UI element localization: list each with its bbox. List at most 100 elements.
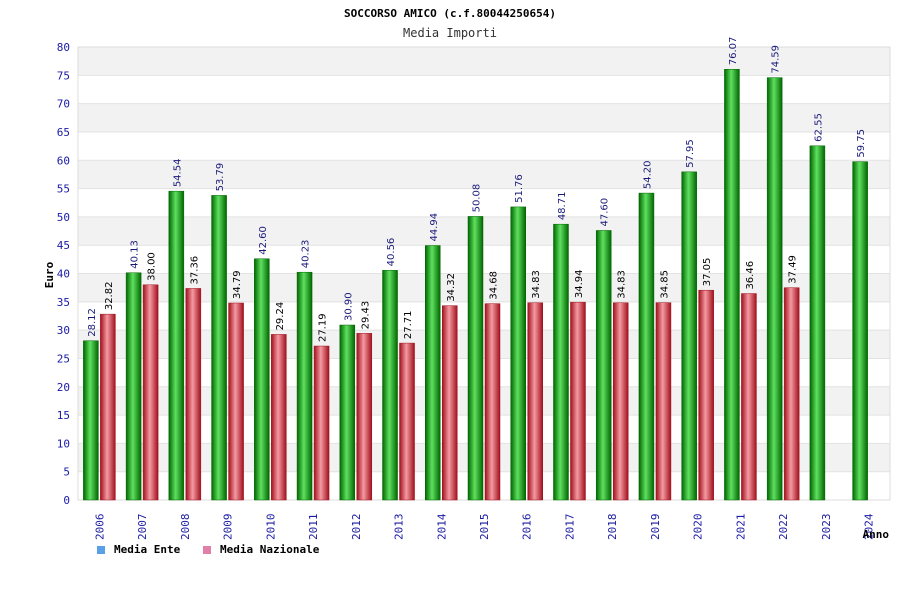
x-tick-label-2015: 2015 [478,514,491,541]
chart-subtitle: Media Importi [403,26,497,40]
bar-media-nazionale-2008 [185,288,202,501]
data-label-media-ente-2022: 74.59 [771,45,782,74]
bar-media-ente-2018 [595,230,612,501]
bar-media-nazionale-2018 [612,302,629,501]
x-tick-label-2006: 2006 [93,514,106,541]
bar-media-ente-2019 [638,192,655,501]
x-tick-label-2008: 2008 [179,514,192,541]
bar-media-ente-2022 [766,77,783,501]
data-label-media-ente-2010: 42.60 [258,226,269,255]
data-label-media-ente-2008: 54.54 [172,159,183,188]
bar-media-nazionale-2013 [399,342,415,501]
data-label-media-nazionale-2009: 34.79 [232,270,243,299]
data-label-media-nazionale-2015: 34.68 [489,271,500,300]
y-tick-label: 35 [57,296,70,309]
data-label-media-ente-2009: 53.79 [215,163,226,192]
bar-media-nazionale-2019 [655,302,672,501]
y-tick-label: 80 [57,41,70,54]
bar-media-nazionale-2009 [228,302,244,501]
y-tick-label: 45 [57,239,70,252]
bar-media-nazionale-2006 [100,313,116,501]
y-axis-ticks: 0 5 10 15 20 25 30 35 40 45 50 55 60 65 70 75 80 [57,41,70,507]
bar-media-ente-2012 [339,324,356,501]
y-tick-label: 0 [63,494,70,507]
bar-media-ente-2011 [296,271,313,501]
data-label-media-ente-2019: 54.20 [642,160,653,189]
legend-swatch-media-nazionale [203,546,211,554]
y-tick-label: 25 [57,352,70,365]
y-tick-label: 5 [63,466,70,479]
bar-media-ente-2013 [382,270,398,501]
data-label-media-nazionale-2022: 37.49 [788,255,799,284]
grid-band [78,47,890,76]
data-label-media-ente-2017: 48.71 [557,192,568,221]
y-tick-label: 10 [57,437,70,450]
y-tick-label: 70 [57,98,70,111]
y-tick-label: 75 [57,69,70,82]
y-tick-label: 40 [57,268,70,281]
y-tick-label: 65 [57,126,70,139]
bar-media-ente-2024 [852,161,868,501]
data-label-media-ente-2016: 51.76 [514,174,525,203]
bar-media-nazionale-2007 [142,284,159,501]
data-label-media-ente-2007: 40.13 [130,240,141,269]
data-label-media-nazionale-2012: 29.43 [360,301,371,330]
x-tick-label-2019: 2019 [649,514,662,541]
data-label-media-ente-2013: 40.56 [386,238,397,267]
bar-media-ente-2015 [467,216,484,501]
y-tick-label: 50 [57,211,70,224]
data-label-media-nazionale-2008: 37.36 [189,256,200,285]
x-tick-label-2009: 2009 [222,514,235,541]
x-tick-label-2010: 2010 [264,514,277,541]
bar-media-ente-2016 [510,206,526,501]
data-label-media-ente-2024: 59.75 [856,129,867,158]
data-label-media-nazionale-2010: 29.24 [275,302,286,331]
data-label-media-nazionale-2013: 27.71 [403,310,414,339]
bar-media-nazionale-2016 [527,302,543,501]
bar-media-nazionale-2014 [442,305,458,501]
bar-media-nazionale-2017 [570,301,586,501]
data-label-media-ente-2018: 47.60 [600,198,611,227]
y-tick-label: 60 [57,154,70,167]
bar-media-nazionale-2011 [313,345,330,501]
y-tick-label: 20 [57,381,70,394]
chart-title: SOCCORSO AMICO (c.f.80044250654) [344,7,556,20]
grid-band [78,160,890,189]
bar-media-ente-2009 [211,195,227,501]
bar-media-ente-2014 [425,245,441,501]
data-label-media-nazionale-2016: 34.83 [531,270,542,299]
data-label-media-ente-2012: 30.90 [343,292,354,321]
x-tick-label-2023: 2023 [820,514,833,541]
bar-media-nazionale-2015 [484,303,501,501]
bar-media-nazionale-2021 [741,293,757,501]
data-label-media-nazionale-2021: 36.46 [745,261,756,290]
bar-media-ente-2010 [254,258,270,501]
x-axis-ticks: 2006 2007 2008 2009 2010 2011 2012 2013 2014 2015… [93,513,875,540]
bars [83,69,868,501]
x-tick-label-2013: 2013 [393,514,406,541]
bar-media-nazionale-2022 [783,287,800,501]
data-label-media-ente-2011: 40.23 [301,240,312,269]
bar-media-nazionale-2012 [356,333,373,501]
y-tick-label: 30 [57,324,70,337]
data-label-media-nazionale-2011: 27.19 [318,313,329,342]
x-tick-label-2018: 2018 [606,514,619,541]
data-label-media-ente-2015: 50.08 [472,184,483,213]
plot-frame [77,46,891,501]
legend-swatch-media-ente [97,546,105,554]
legend-label-media-ente: Media Ente [114,543,181,556]
bar-media-nazionale-2010 [271,334,287,501]
data-label-media-nazionale-2020: 37.05 [702,258,713,287]
bar-media-ente-2008 [168,190,185,501]
data-label-media-nazionale-2007: 38.00 [147,252,158,281]
y-axis-label: Euro [43,261,56,288]
y-tick-label: 55 [57,183,70,196]
x-tick-label-2012: 2012 [350,514,363,541]
bar-media-ente-2006 [83,340,99,501]
legend-label-media-nazionale: Media Nazionale [220,543,320,556]
data-label-media-ente-2023: 62.55 [813,113,824,142]
data-labels: 28.12 32.82 40.13 38.00 54.54 37.36 53.79 34.79… [87,37,867,342]
x-tick-label-2022: 2022 [777,514,790,541]
x-tick-label-2011: 2011 [307,514,320,541]
